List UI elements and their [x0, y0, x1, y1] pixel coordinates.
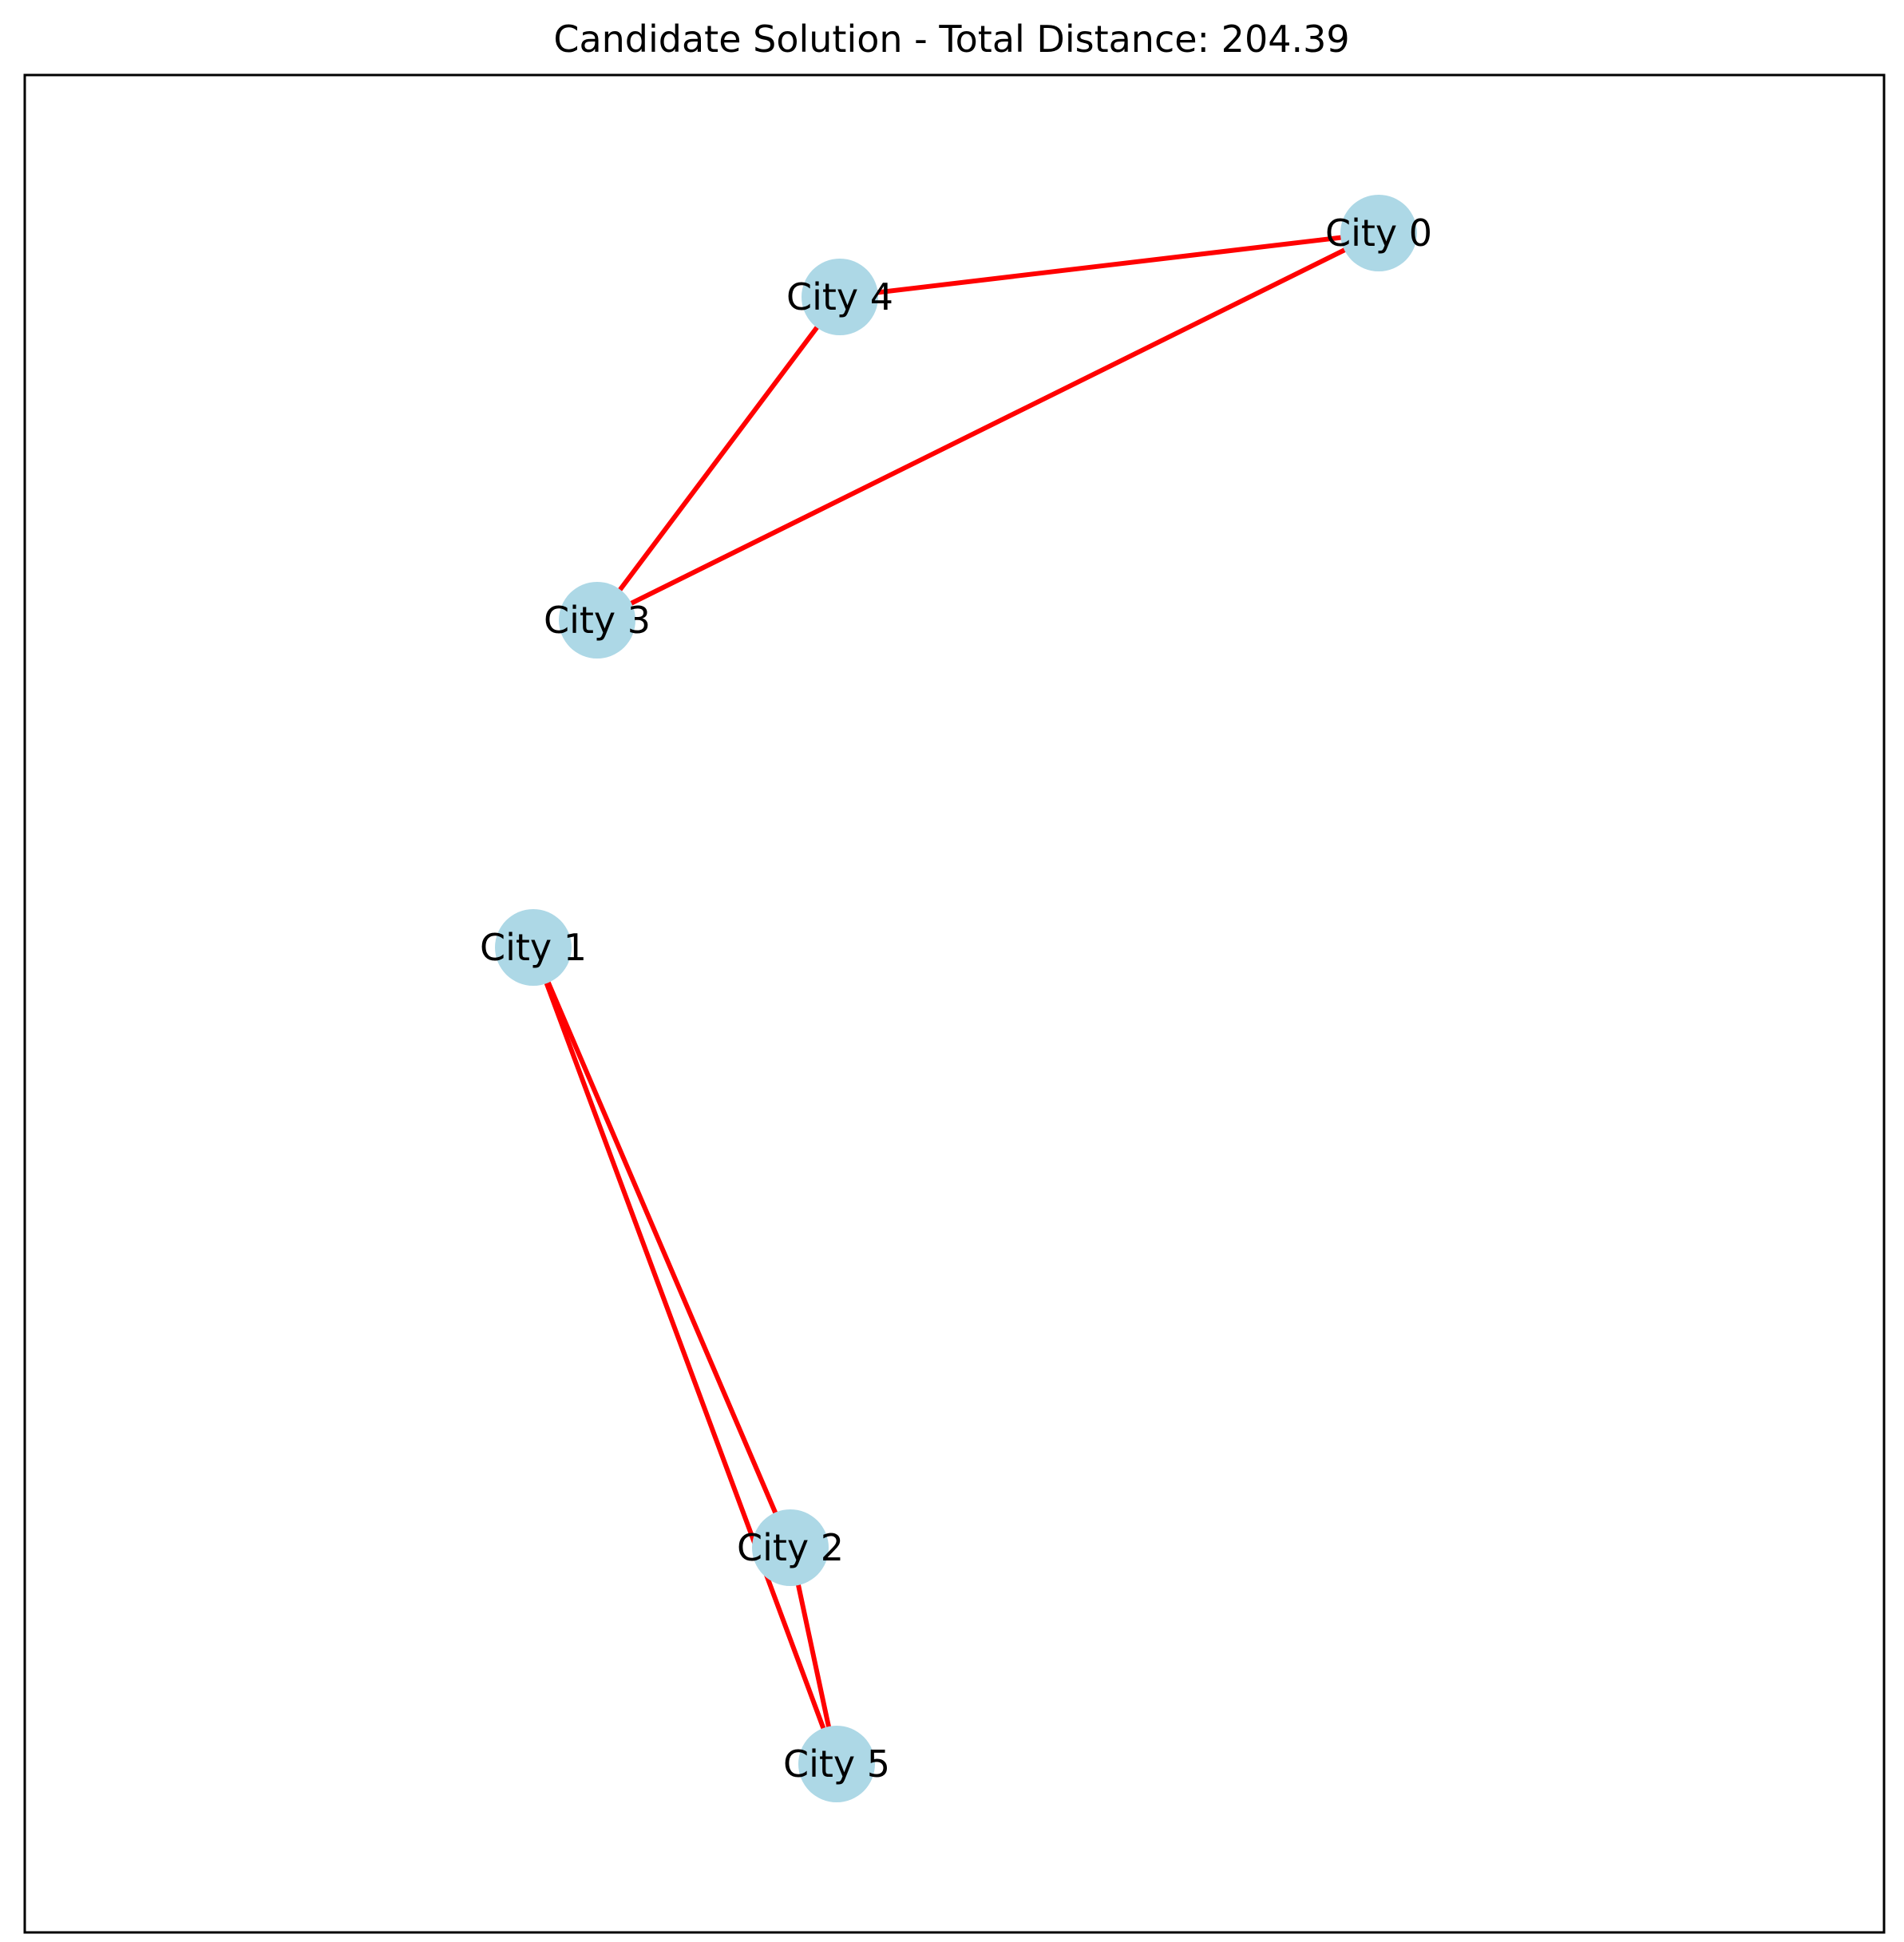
node-circle-city-2 [752, 1509, 829, 1586]
node-city-3: City 3 [544, 582, 651, 659]
node-label-city-5: City 5 [783, 1742, 890, 1786]
edge-city-0-city-4 [837, 231, 1381, 299]
edge-city-5-city-1 [531, 945, 839, 1766]
node-city-2: City 2 [737, 1509, 844, 1586]
chart-title: Candidate Solution - Total Distance: 204… [553, 18, 1349, 61]
node-circle-city-1 [495, 909, 572, 986]
node-circle-city-5 [798, 1726, 875, 1802]
node-city-1: City 1 [480, 909, 587, 986]
node-label-city-4: City 4 [786, 275, 893, 318]
node-circle-city-4 [802, 259, 878, 335]
node-circle-city-0 [1340, 195, 1417, 271]
node-city-4: City 4 [786, 259, 893, 335]
plot-frame [23, 73, 1886, 1934]
edge-city-1-city-2 [531, 945, 793, 1550]
node-label-city-1: City 1 [480, 926, 587, 969]
nodes-layer: City 0 City 1 City 2 City 3 City 4 City 5 [480, 195, 1432, 1802]
node-circle-city-3 [559, 582, 635, 659]
node-label-city-0: City 0 [1325, 212, 1432, 255]
node-label-city-2: City 2 [737, 1526, 844, 1569]
node-label-city-3: City 3 [544, 599, 651, 642]
node-city-5: City 5 [783, 1726, 890, 1802]
edge-city-3-city-0 [595, 231, 1381, 623]
edge-city-4-city-3 [595, 295, 842, 623]
node-city-0: City 0 [1325, 195, 1432, 271]
